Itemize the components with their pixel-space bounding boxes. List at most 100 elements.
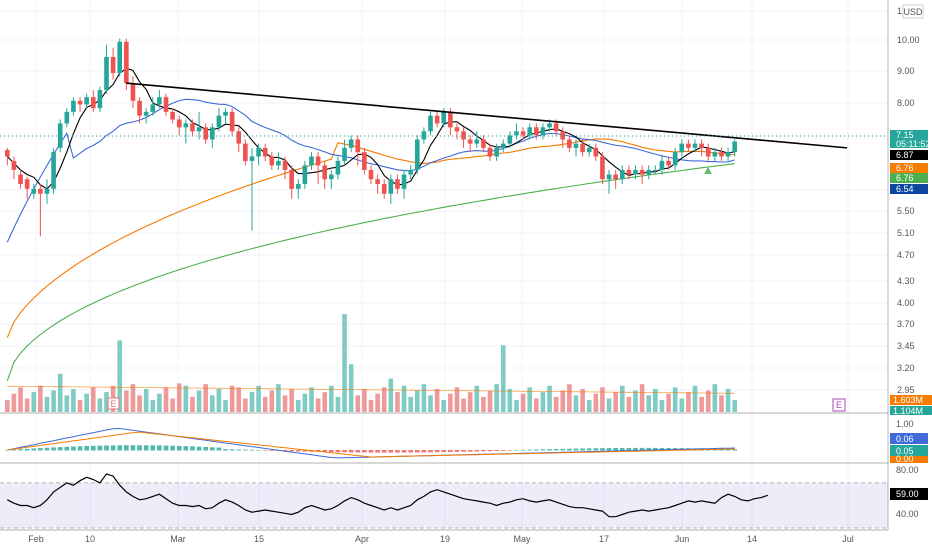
- candle-body: [348, 139, 354, 148]
- volume-bar: [51, 390, 56, 412]
- time-axis-label: 17: [599, 534, 609, 544]
- volume-bar: [137, 395, 142, 412]
- volume-bar: [117, 340, 123, 412]
- candle-body: [705, 147, 711, 157]
- macd-histogram-bar: [4, 450, 10, 451]
- earnings-marker-label: E: [836, 400, 842, 410]
- macd-histogram-bar: [461, 450, 466, 452]
- candle-body: [51, 152, 56, 189]
- macd-histogram-bar: [190, 446, 195, 451]
- time-axis[interactable]: Feb 10 Mar 15 Apr 19 May 17 Jun 14 Jul: [28, 534, 854, 544]
- candle-body: [639, 169, 645, 175]
- volume-bar: [712, 384, 718, 412]
- candle-body: [567, 139, 572, 148]
- candle-body: [203, 127, 208, 140]
- candle-body: [732, 141, 738, 153]
- earnings-marker[interactable]: E: [107, 397, 120, 410]
- earnings-marker[interactable]: E: [832, 398, 846, 412]
- macd-histogram-bar: [421, 450, 427, 453]
- volume-bar: [428, 395, 433, 412]
- macd-axis[interactable]: 1.00 0.06 0.05 0.00: [890, 419, 928, 464]
- candle-body: [295, 183, 301, 189]
- candle-body: [619, 169, 625, 180]
- candle-body: [11, 160, 17, 170]
- macd-histogram-bar: [414, 450, 420, 453]
- candle-body: [97, 90, 103, 109]
- candle-body: [507, 135, 513, 144]
- candle-body: [414, 139, 420, 170]
- trendline[interactable]: [126, 82, 848, 149]
- macd-histogram-bar: [494, 450, 499, 451]
- macd-histogram-bar: [223, 449, 228, 451]
- candle-body: [209, 127, 215, 140]
- macd-histogram-bar: [262, 450, 268, 451]
- candle-body: [408, 169, 413, 175]
- volume-bar: [626, 396, 632, 412]
- macd-histogram-bar: [633, 447, 638, 451]
- macd-histogram-bar: [84, 446, 89, 451]
- price-axis-tick: 4.70: [897, 250, 915, 260]
- macd-histogram-bar: [57, 447, 63, 451]
- macd-histogram-bar: [143, 445, 149, 451]
- candle-body: [699, 143, 704, 148]
- macd-histogram-bar: [540, 449, 546, 451]
- macd-histogram-bar: [639, 447, 645, 451]
- macd-pane: [4, 427, 738, 459]
- price-axis-tick: 3.45: [897, 341, 915, 351]
- volume-bar: [143, 388, 149, 412]
- candle-body: [467, 139, 473, 144]
- volume-ma-line: [7, 385, 735, 394]
- volume-bar: [580, 388, 585, 412]
- candle-body: [368, 169, 374, 180]
- candle-body: [527, 127, 533, 136]
- candlesticks: [4, 38, 738, 237]
- volume-bar: [672, 387, 678, 412]
- price-tag: [890, 130, 928, 148]
- candle-body: [580, 143, 585, 153]
- candle-body: [77, 100, 83, 105]
- macd-histogram-bar: [176, 445, 182, 451]
- volume-bar: [414, 390, 420, 412]
- volume-bar: [395, 392, 400, 412]
- candle-body: [256, 147, 261, 157]
- macd-histogram-bar: [64, 446, 70, 451]
- candle-body: [719, 152, 724, 157]
- volume-bar: [613, 392, 618, 412]
- price-axis-tick: 9.00: [897, 66, 915, 76]
- volume-bar: [289, 388, 294, 412]
- volume-bar: [170, 398, 175, 412]
- macd-histogram-bar: [117, 445, 123, 451]
- price-tag-label: 6.87: [896, 150, 914, 160]
- volume-bar: [600, 387, 605, 412]
- rsi-pane: [0, 473, 888, 529]
- volume-bar: [11, 393, 17, 412]
- candle-body: [712, 152, 718, 157]
- volume-bar: [90, 387, 96, 412]
- rsi-axis[interactable]: 80.00 59.00 40.00: [890, 465, 928, 519]
- volume-bar: [646, 395, 652, 412]
- macd-histogram-bar: [203, 446, 208, 451]
- macd-histogram-bar: [659, 447, 665, 451]
- candle-body: [606, 174, 612, 180]
- candle-body: [454, 127, 460, 132]
- candle-body: [236, 131, 242, 144]
- volume-bar: [586, 400, 592, 412]
- macd-histogram-bar: [216, 447, 222, 451]
- volume-bar: [104, 392, 109, 412]
- volume-bar: [401, 385, 407, 412]
- volume-bar: [24, 398, 30, 412]
- volume-bar: [243, 398, 248, 412]
- price-axis-tick: 5.10: [897, 228, 915, 238]
- macd-histogram-bar: [249, 449, 255, 451]
- volume-bar: [467, 392, 473, 412]
- macd-histogram-bar: [606, 448, 612, 451]
- candle-body: [355, 139, 361, 153]
- macd-histogram-bar: [567, 448, 572, 451]
- signal-triangle-icon: [704, 167, 712, 174]
- volume-tag-label: 1.603M: [893, 395, 923, 405]
- macd-histogram-bar: [474, 450, 480, 452]
- volume-bar: [619, 385, 625, 412]
- macd-histogram-bar: [104, 445, 109, 451]
